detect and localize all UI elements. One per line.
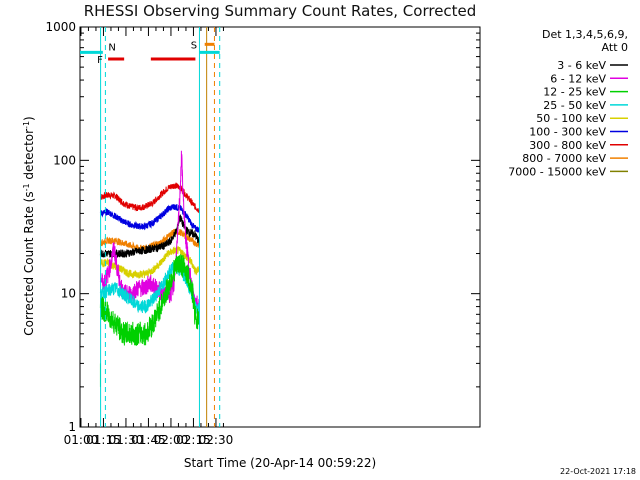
legend-label: 25 - 50 keV <box>543 99 606 112</box>
y-tick-label: 1000 <box>45 20 76 34</box>
x-tick-label: 01:30 <box>109 433 144 447</box>
x-tick-label: 02:15 <box>176 433 211 447</box>
x-axis-label: Start Time (20-Apr-14 00:59:22) <box>184 456 376 470</box>
legend-label: 100 - 300 keV <box>529 126 606 139</box>
series-layer <box>99 150 200 387</box>
series-line <box>99 214 200 258</box>
saa-flag-label: S <box>191 40 197 51</box>
y-tick-label: 100 <box>53 153 76 167</box>
legend-label: 50 - 100 keV <box>536 112 606 125</box>
legend-header-line-1: Det 1,3,4,5,6,9, <box>542 28 628 41</box>
series-line <box>99 254 200 346</box>
y-tick-label: 10 <box>61 287 76 301</box>
y-label-part: -1 <box>22 183 31 191</box>
x-tick-label: 02:30 <box>199 433 234 447</box>
plot-frame <box>79 26 481 428</box>
legend-label: 3 - 6 keV <box>557 59 606 72</box>
x-tick-label: 01:00 <box>64 433 99 447</box>
flags-layer: NF S <box>80 27 221 427</box>
legend-label: 12 - 25 keV <box>543 86 606 99</box>
night-flag-label: N <box>108 42 115 53</box>
axes-layer: 1 10 100 1000 01:0001:1501:3001:4502:0002:15… <box>45 20 480 447</box>
legend-label: 6 - 12 keV <box>550 72 606 85</box>
chart-title: RHESSI Observing Summary Count Rates, Co… <box>84 2 477 20</box>
y-label-part: ) <box>22 116 36 121</box>
x-tick-label: 02:00 <box>154 433 189 447</box>
x-tick-label: 01:15 <box>86 433 121 447</box>
y-axis-label: Corrected Count Rate (s-1 detector-1) <box>22 116 37 335</box>
legend-label: 300 - 800 keV <box>529 139 606 152</box>
series-line <box>99 150 200 314</box>
series-line <box>99 182 200 214</box>
date-stamp: 22-Oct-2021 17:18 <box>560 467 636 476</box>
x-tick-label: 01:45 <box>131 433 166 447</box>
plot-area <box>79 26 481 428</box>
legend-label: 800 - 7000 keV <box>522 152 606 165</box>
legend-header-line-2: Att 0 <box>602 41 628 54</box>
flare-flag-label: F <box>97 55 103 66</box>
legend-label: 7000 - 15000 keV <box>508 165 606 178</box>
y-label-part: Corrected Count Rate (s <box>22 191 36 335</box>
series-line <box>99 204 200 233</box>
y-label-part: detector <box>22 129 36 184</box>
y-label-part: -1 <box>22 121 31 129</box>
y-tick-label: 1 <box>68 420 76 434</box>
